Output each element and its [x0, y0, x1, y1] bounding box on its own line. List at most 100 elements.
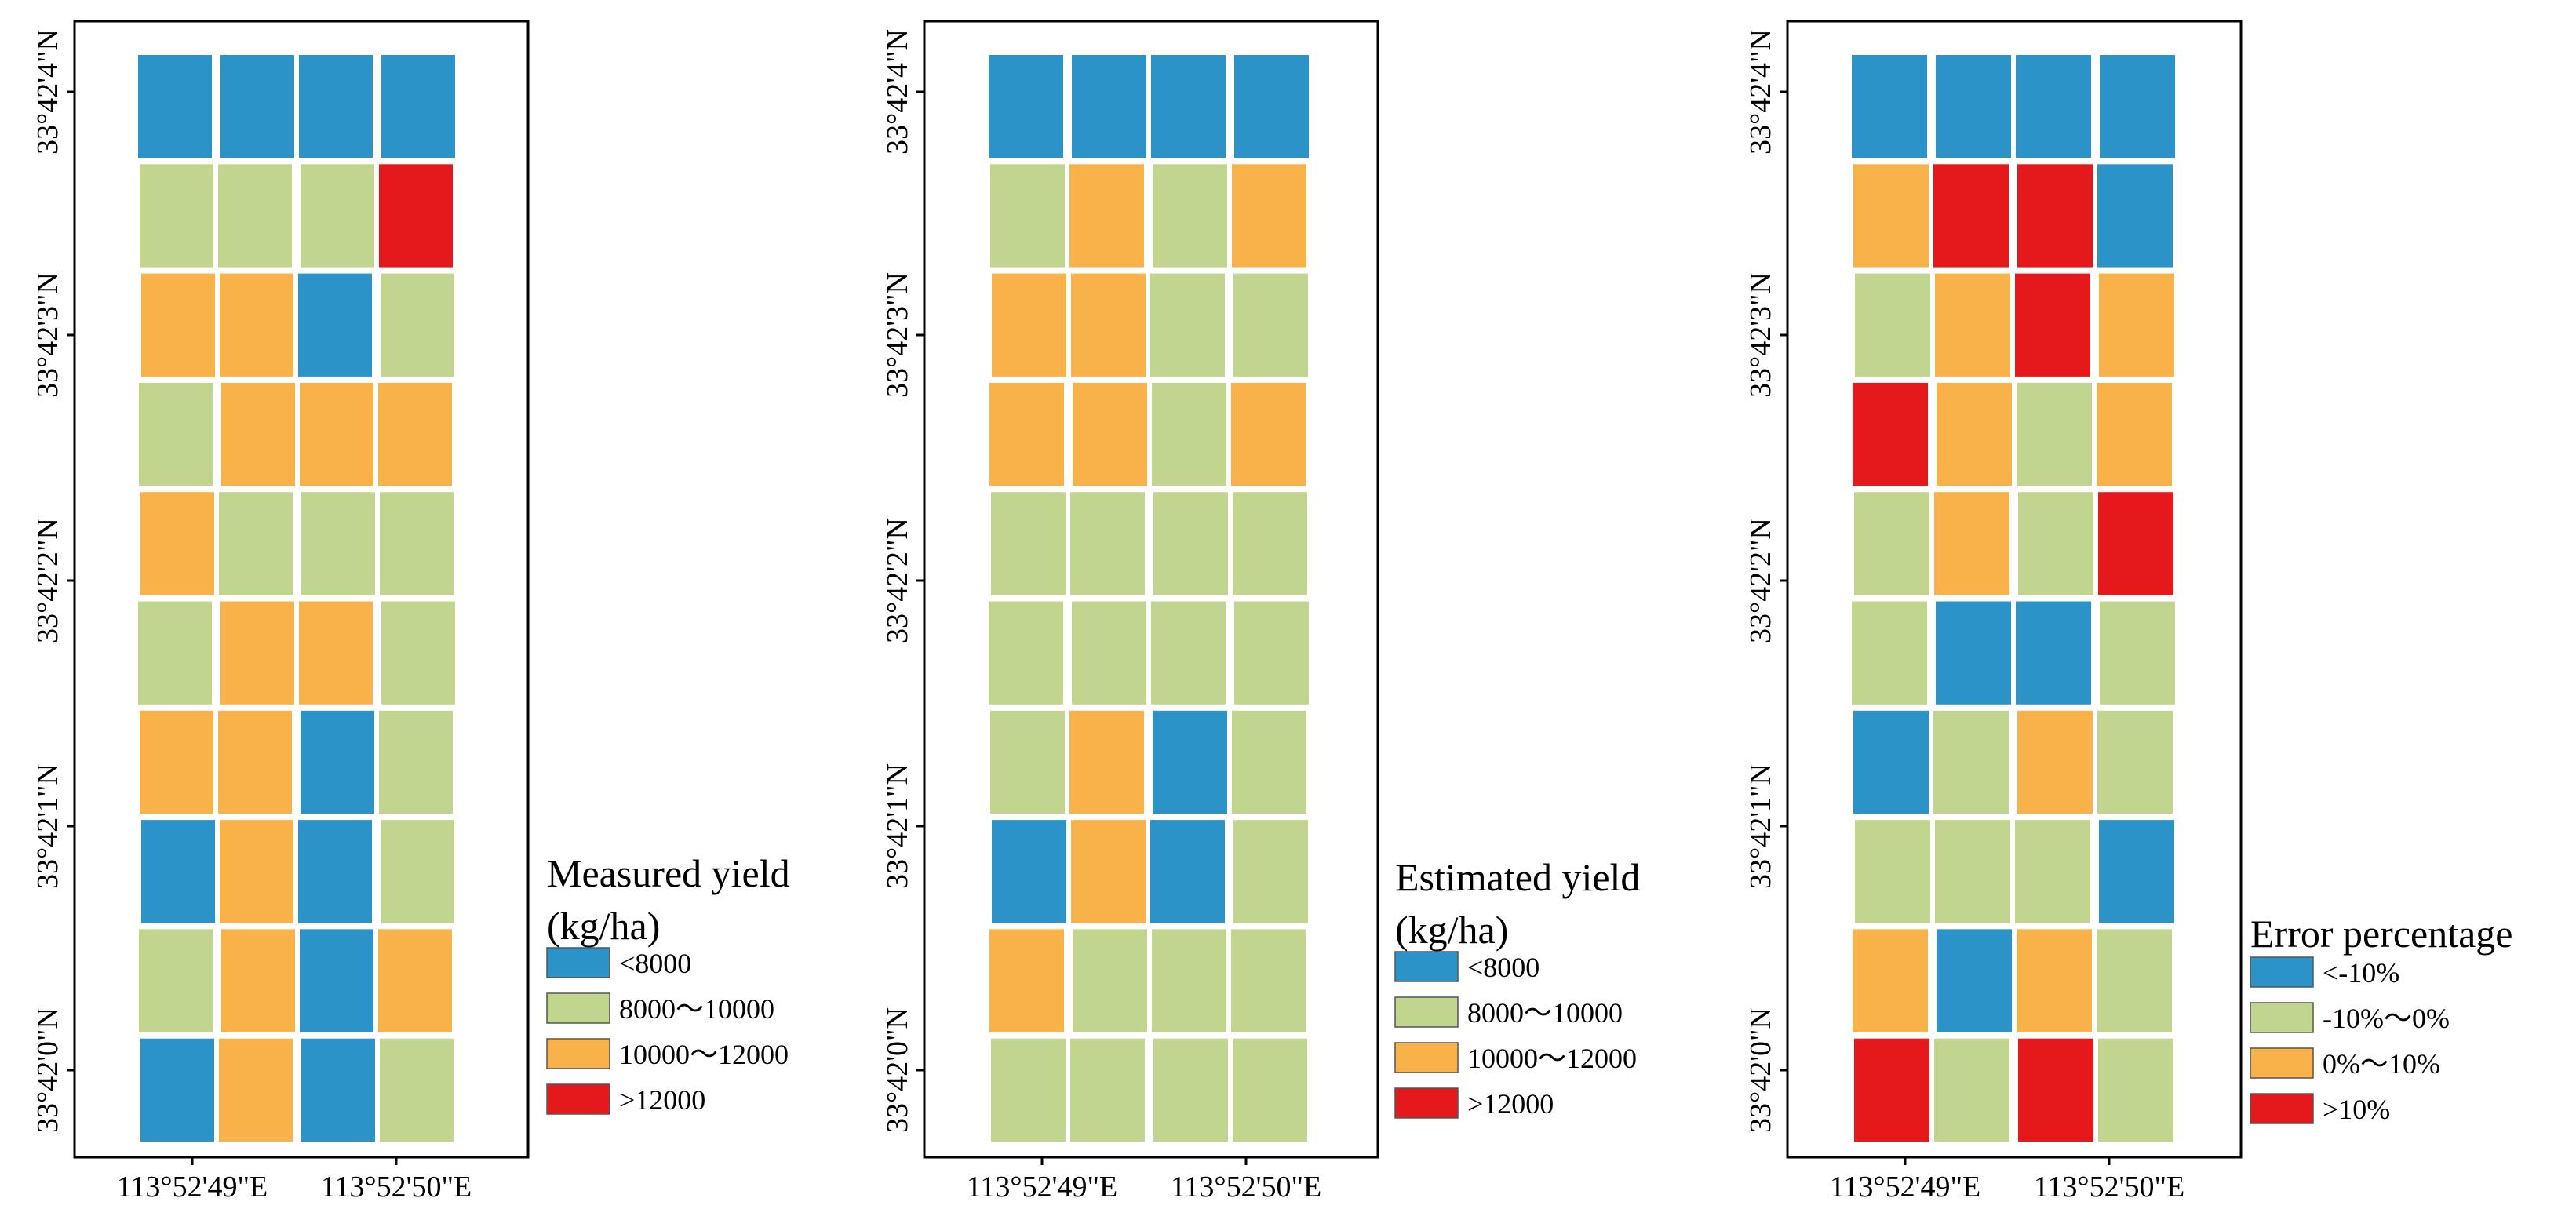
legend-swatch [1394, 951, 1459, 982]
y-tick-label: 33°42'0"N [881, 1007, 914, 1133]
legend-swatch [1394, 1042, 1459, 1073]
plot-cell [990, 710, 1065, 814]
plot-cell [992, 273, 1066, 377]
plot-cell [299, 601, 373, 705]
plot-cell [1933, 164, 2009, 268]
plot-cell [1937, 929, 2012, 1032]
legend-swatch [2250, 1093, 2314, 1124]
plot-cell [989, 601, 1063, 705]
plot-cell [1072, 601, 1146, 705]
plot-cell [220, 55, 294, 158]
map-panel-measured: 33°42'4"N 33°42'3"N 33°42'2"N 33°42'1"N 33°4… [31, 20, 790, 1204]
legend-swatch [2250, 1047, 2314, 1079]
plot-cell [1152, 929, 1226, 1032]
plot-cell [990, 164, 1065, 268]
plot-cell [2099, 820, 2174, 923]
plot-cell [1935, 273, 2010, 377]
plot-cell [301, 1038, 375, 1142]
plot-cell [2016, 55, 2091, 158]
legend-label: >12000 [1467, 1088, 1554, 1120]
plot-cell [301, 164, 374, 268]
legend-swatch [546, 1038, 610, 1069]
y-tick-label: 33°42'2"N [1744, 518, 1777, 643]
plot-cell [381, 601, 455, 705]
plot-cell [139, 929, 213, 1032]
legend-label: 0%～10% [2323, 1048, 2440, 1080]
y-tick-label: 33°42'4"N [1744, 29, 1777, 155]
plot-cell [2100, 55, 2175, 158]
plot-cell [1153, 1038, 1228, 1142]
legend-title: Measured yield [547, 851, 790, 895]
plot-cell [2097, 164, 2173, 268]
plot-cell [1936, 55, 2011, 158]
legend-label: 10000～12000 [1467, 1043, 1637, 1074]
y-tick-label: 33°42'3"N [31, 272, 64, 398]
plot-cell [1151, 55, 1226, 158]
plot-cell [991, 492, 1066, 595]
plot-cell [141, 820, 215, 923]
plot-cell [1853, 929, 1928, 1032]
plot-cell [1231, 382, 1306, 486]
plot-cell [1233, 492, 1307, 595]
map-frame [1786, 20, 2243, 1159]
plot-cell [1937, 382, 2012, 486]
y-tick-label: 33°42'2"N [881, 518, 914, 643]
plot-cell [1234, 55, 1309, 158]
plot-cell [381, 273, 454, 377]
plot-cell [140, 710, 213, 814]
y-tick-label: 33°42'0"N [1744, 1007, 1777, 1133]
plot-cell [2018, 492, 2093, 595]
y-tick-label: 33°42'4"N [31, 29, 64, 155]
plot-cell [1152, 382, 1226, 486]
plot-cell [379, 710, 453, 814]
map-panel-estimated: 33°42'4"N 33°42'3"N 33°42'2"N 33°42'1"N 33°4… [881, 20, 1640, 1204]
plot-cell [219, 492, 293, 595]
x-tick-label: 113°52'50"E [2034, 1171, 2184, 1204]
plot-cell [1153, 164, 1227, 268]
plot-cell [1855, 820, 1930, 923]
plot-cell [379, 164, 453, 268]
plot-cell [1853, 710, 1929, 814]
legend-label: 8000～10000 [619, 993, 774, 1025]
x-tick-label: 113°52'50"E [321, 1171, 472, 1204]
plot-cell [1071, 273, 1146, 377]
plot-cell [1069, 710, 1144, 814]
plot-cell [378, 929, 452, 1032]
legend-measured: Measured yield (kg/ha)<8000 8000～10000 1000… [546, 851, 790, 1116]
plot-cell [1151, 601, 1226, 705]
plot-cell [989, 929, 1064, 1032]
legend-swatch [546, 947, 610, 978]
plot-cell [2015, 820, 2090, 923]
plot-cell [1231, 929, 1306, 1032]
plot-cell [2100, 601, 2175, 705]
plot-cell [2017, 382, 2092, 486]
plot-cell [1234, 601, 1309, 705]
plot-cell [2015, 273, 2090, 377]
y-tick-label: 33°42'1"N [881, 763, 914, 889]
legend-swatch [2250, 1002, 2314, 1033]
plot-cell [2018, 1038, 2093, 1142]
plot-cell [139, 382, 213, 486]
plot-cell [140, 1038, 214, 1142]
plot-cell [991, 1038, 1066, 1142]
plot-cell [1853, 382, 1928, 486]
legend-error: Error percentage<-10% -10%～0% 0%～10% >10% [2250, 912, 2513, 1125]
plot-cell [1069, 164, 1144, 268]
plot-cell [1933, 710, 2009, 814]
plot-cell [141, 273, 215, 377]
plot-cell [221, 382, 295, 486]
plot-cell [2017, 710, 2093, 814]
plot-cell [140, 164, 213, 268]
plot-cell [1853, 164, 1929, 268]
plot-cell [1934, 1038, 2009, 1142]
plot-cell [298, 820, 372, 923]
map-frame [73, 20, 530, 1159]
legend-label: >10% [2323, 1094, 2390, 1125]
plot-cell [300, 929, 373, 1032]
plot-cell [381, 820, 454, 923]
plot-cell [1935, 820, 2010, 923]
y-tick-label: 33°42'0"N [31, 1007, 64, 1133]
y-tick-label: 33°42'1"N [1744, 763, 1777, 889]
plot-cell [1073, 929, 1147, 1032]
